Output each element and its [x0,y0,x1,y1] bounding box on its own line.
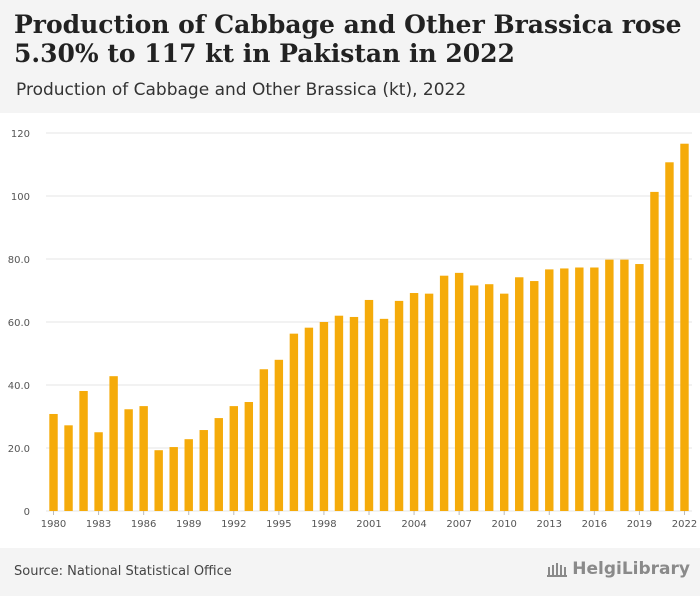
x-tick-label: 1998 [311,519,336,530]
x-tick-label: 2010 [491,519,516,530]
x-tick-label: 1986 [131,519,156,530]
x-tick-label: 1983 [86,519,111,530]
x-tick-label: 1995 [266,519,291,530]
bar [590,267,599,511]
x-tick-label: 1989 [176,519,201,530]
bar [154,450,163,511]
bar [605,259,614,511]
y-tick-label: 0 [24,507,30,518]
x-tick-label: 2007 [446,519,471,530]
library-icon [547,563,568,577]
bar [454,272,464,511]
bar [259,369,269,511]
x-tick-label: 2019 [627,519,652,530]
bar [139,406,148,511]
y-tick-label: 20.0 [8,444,30,455]
bar [94,432,103,511]
header-panel: Production of Cabbage and Other Brassica… [0,0,700,113]
bar [515,277,524,511]
bar [214,418,223,511]
bar [349,316,359,511]
bar [500,293,509,511]
bar [635,264,644,511]
bar [469,285,479,511]
bar [169,447,178,511]
source-note: Source: National Statistical Office [14,564,232,579]
y-tick-label: 120 [11,129,30,140]
bar [184,439,193,511]
bar [289,333,299,511]
x-tick-label: 2022 [672,519,697,530]
bar [334,315,344,511]
bar [560,268,569,511]
bar [545,269,554,511]
chart-area: 0 20.0 40.0 60.0 80.0 100 120 1980 1983 1986 1989 1… [0,113,700,533]
bar [124,409,133,511]
bar [620,259,629,511]
bar [109,376,118,511]
x-tick-label: 2001 [356,519,381,530]
chart-subtitle: Production of Cabbage and Other Brassica… [16,80,467,100]
bar [364,299,374,511]
y-tick-label: 80.0 [8,255,30,266]
bar [49,413,58,511]
chart-title: Production of Cabbage and Other Brassica… [14,10,682,68]
bar [394,300,404,511]
bar [424,293,434,511]
bar [379,318,389,511]
x-tick-label: 2016 [582,519,607,530]
bar [199,430,208,511]
y-tick-label: 40.0 [8,381,30,392]
bar [319,322,329,511]
bar [665,162,674,512]
x-tick-label: 1980 [41,519,66,530]
bar [274,359,284,511]
bar [650,191,659,511]
y-tick-label: 60.0 [8,318,30,329]
bar [575,267,584,511]
footer-panel: Source: National Statistical Office Helg… [0,548,700,596]
brand-logo: HelgiLibrary [546,559,690,579]
bar [439,275,449,511]
bar-chart: 0 20.0 40.0 60.0 80.0 100 120 1980 1983 1986 1989 1… [8,129,697,530]
brand-name: HelgiLibrary [572,559,690,579]
bar [79,390,88,511]
bar [304,327,314,511]
bar [530,281,539,511]
x-tick-label: 2013 [537,519,562,530]
x-tick-label: 2004 [401,519,426,530]
bar [64,425,73,511]
bar [484,284,494,511]
bar [229,406,238,511]
bar [244,402,254,511]
bar [680,143,689,511]
y-tick-label: 100 [11,192,30,203]
bar [409,293,419,511]
x-tick-label: 1992 [221,519,246,530]
